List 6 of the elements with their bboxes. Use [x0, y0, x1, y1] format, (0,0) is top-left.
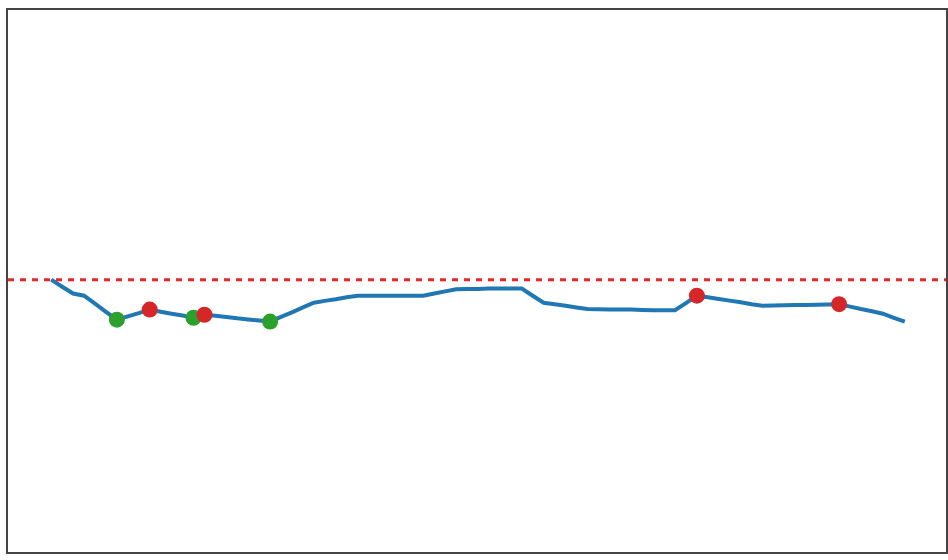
point [141, 301, 158, 318]
point [196, 306, 213, 323]
point [831, 296, 848, 313]
point [262, 313, 279, 330]
point [688, 287, 705, 304]
point [108, 311, 125, 328]
